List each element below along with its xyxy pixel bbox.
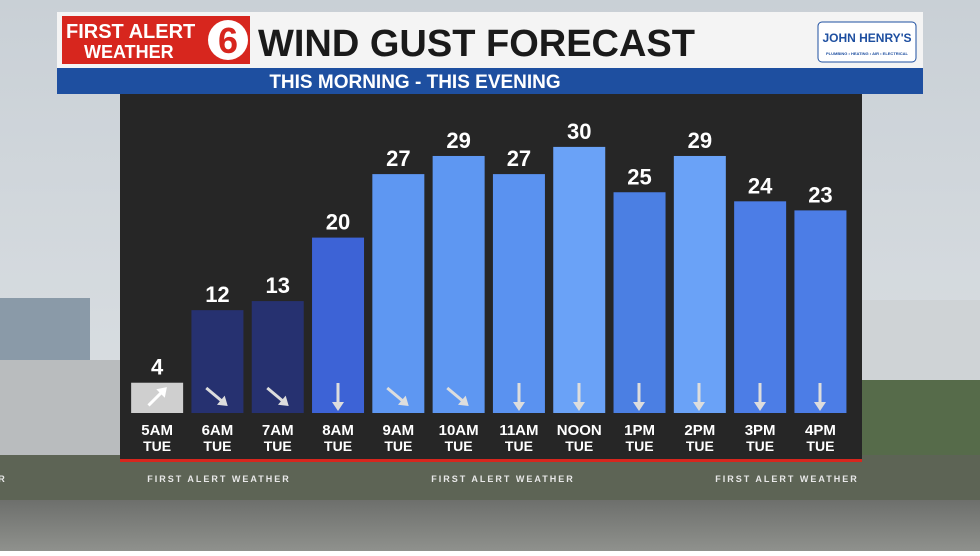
day-label: TUE	[445, 438, 473, 454]
wind-arrow	[205, 386, 228, 406]
day-label: TUE	[565, 438, 593, 454]
sponsor-tagline: PLUMBING • HEATING • AIR • ELECTRICAL	[826, 51, 909, 56]
bar	[613, 192, 666, 413]
bar	[734, 201, 787, 413]
bar	[673, 155, 726, 413]
x-tick-label: 9AM	[382, 422, 414, 439]
x-tick-label: 7AM	[262, 422, 294, 439]
x-tick-label: 10AM	[439, 422, 479, 439]
panel-rule	[120, 459, 862, 462]
bar	[372, 174, 425, 413]
value-label: 24	[748, 173, 773, 198]
value-label: 27	[507, 146, 531, 171]
x-tick-label: 1PM	[624, 422, 655, 439]
day-label: TUE	[324, 438, 352, 454]
bar	[553, 146, 606, 413]
bar	[251, 301, 304, 413]
wind-arrow	[754, 383, 766, 411]
logo-text: FIRST ALERT	[66, 21, 195, 43]
x-tick-label: 8AM	[322, 422, 354, 439]
x-tick-label: 2PM	[684, 422, 715, 439]
logo-channel: 6	[218, 20, 238, 61]
wind-arrow	[266, 386, 289, 406]
trees	[860, 380, 980, 460]
subtitle-bar	[57, 68, 923, 94]
value-label: 29	[688, 128, 712, 153]
bar	[492, 174, 545, 413]
value-label: 23	[808, 182, 832, 207]
bar	[794, 210, 847, 413]
ticker-text: FIRST ALERT WEATHER	[0, 474, 7, 484]
labels: 45AMTUE126AMTUE137AMTUE208AMTUE279AMTUE2…	[141, 119, 836, 454]
wind-arrow	[633, 383, 645, 411]
value-label: 20	[326, 210, 350, 235]
day-label: TUE	[686, 438, 714, 454]
day-label: TUE	[143, 438, 171, 454]
day-label: TUE	[806, 438, 834, 454]
x-tick-label: 4PM	[805, 422, 836, 439]
day-label: TUE	[626, 438, 654, 454]
day-label: TUE	[384, 438, 412, 454]
wind-arrows	[147, 383, 826, 411]
river	[0, 500, 980, 551]
bars	[131, 146, 847, 413]
x-tick-label: 6AM	[202, 422, 234, 439]
logo-text: WEATHER	[84, 42, 174, 62]
day-label: TUE	[264, 438, 292, 454]
x-tick-label: 5AM	[141, 422, 173, 439]
wind-arrow	[513, 383, 525, 411]
x-tick-label: 11AM	[499, 422, 538, 439]
wind-arrow	[332, 383, 344, 411]
ticker-text: FIRST ALERT WEATHER	[715, 474, 859, 484]
value-label: 29	[446, 128, 470, 153]
sponsor-box	[817, 21, 917, 63]
wind-arrow	[446, 386, 469, 406]
day-label: TUE	[505, 438, 533, 454]
wind-arrow	[814, 383, 826, 411]
x-tick-label: NOON	[557, 422, 602, 439]
wind-arrow	[147, 387, 167, 407]
shore	[0, 455, 980, 505]
building	[0, 360, 120, 460]
wind-arrow	[573, 383, 585, 411]
value-label: 4	[151, 355, 164, 380]
wind-arrow	[386, 386, 409, 406]
logo-circle	[208, 20, 248, 60]
value-label: 13	[265, 273, 289, 298]
ticker: FIRST ALERT WEATHER FIRST ALERT WEATHER FI…	[0, 474, 859, 484]
day-label: TUE	[203, 438, 231, 454]
chart-title: WIND GUST FORECAST	[258, 23, 695, 65]
x-tick-label: 3PM	[745, 422, 776, 439]
value-label: 30	[567, 119, 591, 144]
value-label: 12	[205, 282, 229, 307]
value-label: 27	[386, 146, 410, 171]
bar	[432, 155, 485, 413]
chart-subtitle: THIS MORNING - THIS EVENING	[269, 72, 560, 93]
sponsor: JOHN HENRY'S	[822, 31, 911, 45]
value-label: 25	[627, 164, 651, 189]
ticker-text: FIRST ALERT WEATHER	[147, 474, 291, 484]
day-label: TUE	[746, 438, 774, 454]
wind-arrow	[693, 383, 705, 411]
ticker-text: FIRST ALERT WEATHER	[431, 474, 575, 484]
